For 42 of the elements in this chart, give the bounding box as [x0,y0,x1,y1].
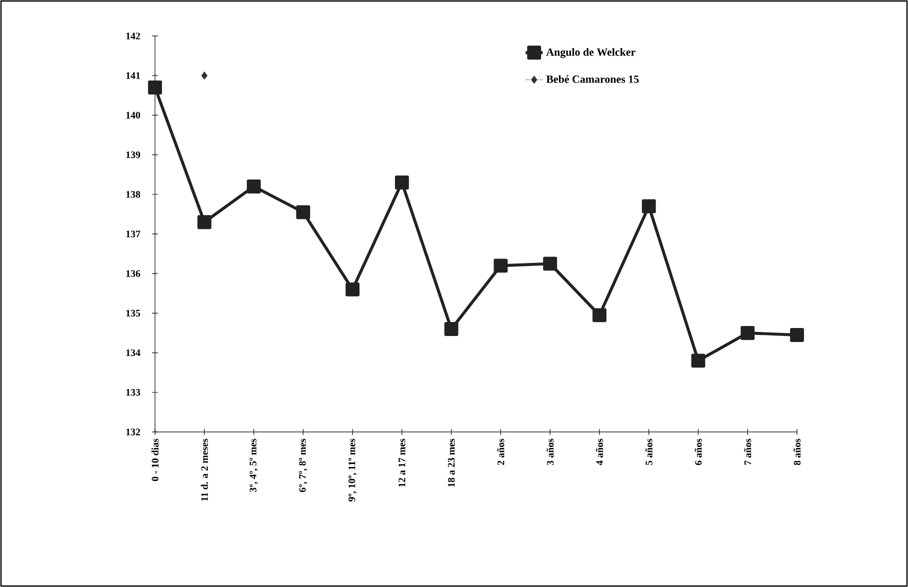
point [197,215,212,230]
point [296,205,310,220]
y-tick-label: 141 [126,72,140,79]
y-tick-label: 133 [126,389,140,396]
x-tick-label: 2 años [497,438,504,465]
x-tick-label: 8 años [793,438,801,466]
y-tick-label: 142 [126,32,140,40]
point [394,176,409,190]
point [148,80,162,94]
x-tick-label: 3 años [546,438,554,465]
y-tick-label: 136 [126,270,140,277]
legend-label: Bebé Camarones 15 [546,75,639,83]
x-tick-label: 3º, 4º, 5º mes [250,438,258,492]
y-tick-label: 137 [126,230,140,238]
point [494,258,508,273]
x-tick-label: 5 años [645,438,652,465]
x-tick-label: 18 a 23 mes [448,438,455,487]
point [691,354,706,368]
y-tick-label: 139 [126,151,140,158]
x-tick-label: 12 a 17 mes [398,438,406,487]
legend-label: Angulo de Welcker [546,48,636,58]
x-tick-label: 7 años [744,438,752,465]
point [543,256,558,271]
point [592,308,606,322]
point [740,326,755,340]
x-tick-label: 11 d. a 2 meses [200,438,208,501]
point [642,199,656,214]
point [444,322,458,336]
y-tick-label: 140 [126,112,140,119]
y-tick-label: 134 [126,349,140,356]
point [790,328,804,342]
x-tick-label: 6º, 7º, 8º mes [299,438,308,492]
y-tick-label: 138 [126,191,140,198]
x-tick-label: 0 - 10 dias [151,438,159,482]
x-tick-label: 6 años [694,438,702,466]
y-tick-label: 135 [126,310,140,317]
y-tick-label: 132 [126,428,140,436]
x-tick-label: 4 años [596,438,603,466]
point [201,72,208,80]
point [246,179,261,194]
point [346,282,360,296]
x-tick-label: 9º, 10º, 11º mes [348,438,357,502]
